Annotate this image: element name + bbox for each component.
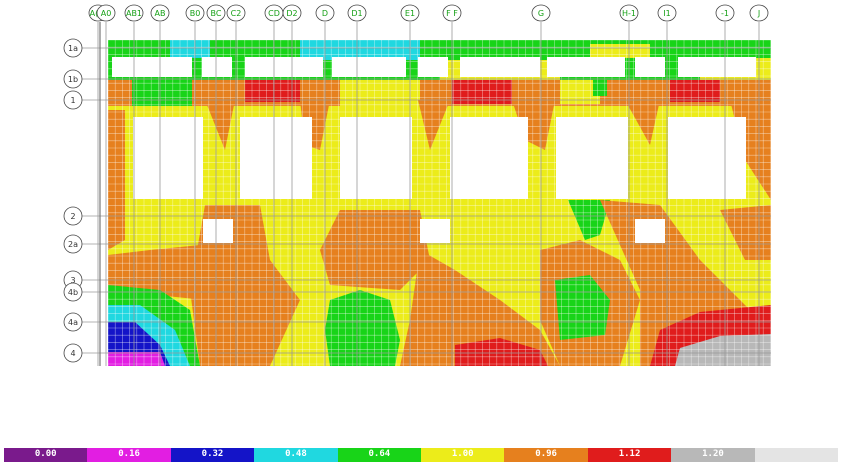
row-label-1b: 1b — [68, 75, 78, 84]
column-bubble-BC: BC — [206, 4, 226, 22]
column-bubble-D: D — [315, 4, 335, 22]
row-bubble-1: 1 — [63, 90, 83, 110]
opening-3 — [340, 117, 412, 199]
legend-value-label: 1.00 — [451, 449, 474, 459]
legend-value-label: 0.32 — [201, 449, 224, 459]
opening-5 — [556, 117, 628, 199]
column-label-C2: C2 — [231, 9, 242, 18]
column-bubble-G: G — [531, 4, 551, 22]
column-label-D1: D1 — [351, 9, 362, 18]
row-bubble-2a: 2a — [63, 234, 83, 254]
row-label-3: 3 — [70, 276, 75, 285]
legend-value-label: 0.00 — [34, 449, 57, 459]
row-label-4b: 4b — [68, 288, 78, 297]
legend-swatch: 0.16 — [87, 448, 171, 462]
legend-swatch: 0.00 — [4, 448, 88, 462]
column-bubble-E1: E1 — [400, 4, 420, 22]
legend-swatch — [754, 448, 839, 462]
legend-swatch: 0.48 — [254, 448, 338, 462]
column-bubble-B0: B0 — [185, 4, 205, 22]
contour-legend: 0.00 0.16 0.32 0.48 0.64 1.00 0.96 1.12 1.20 — [4, 448, 839, 462]
mesh-lines — [108, 40, 771, 366]
legend-value-label: 0.48 — [285, 449, 307, 459]
axis-grid — [82, 22, 771, 366]
legend-swatch: 0.64 — [337, 448, 422, 462]
legend-value-label: 0.64 — [368, 449, 391, 459]
column-label-A0: A0 — [101, 9, 112, 18]
column-label-CD: CD — [268, 9, 280, 18]
column-bubble-I1: I1 — [657, 4, 677, 22]
opening-1 — [133, 117, 203, 199]
column-label-AB1: AB1 — [126, 9, 142, 18]
column-bubble-AB: AB — [150, 4, 170, 22]
column-label-E1: E1 — [405, 9, 415, 18]
column-label-I1: I1 — [663, 9, 670, 18]
column-bubble-I3: -1 — [715, 4, 735, 22]
opening-4 — [450, 117, 528, 199]
row-bubble-1a: 1a — [63, 38, 83, 58]
legend-value-label: 0.96 — [535, 449, 557, 459]
opening-9 — [635, 219, 665, 243]
row-bubble-4a: 4a — [63, 312, 83, 332]
row-bubble-4b: 4b — [63, 282, 83, 302]
column-label-B0: B0 — [190, 9, 201, 18]
legend-value-label: 0.16 — [118, 449, 140, 459]
column-bubble-D2: D2 — [282, 4, 302, 22]
legend-swatch: 1.12 — [587, 448, 672, 462]
opening-7 — [203, 219, 233, 243]
row-label-1: 1 — [70, 96, 75, 105]
column-bubble-H1: H-1 — [619, 4, 639, 22]
column-bubble-FF: F F — [442, 4, 462, 22]
legend-swatch: 1.20 — [671, 448, 755, 462]
legend-swatch: 0.32 — [170, 448, 255, 462]
row-bubble-1b: 1b — [63, 69, 83, 89]
column-label-G: G — [538, 9, 544, 18]
column-label-J: J — [757, 9, 760, 18]
column-bubble-D1: D1 — [347, 4, 367, 22]
row-bubble-4: 4 — [63, 343, 83, 363]
column-label-D: D — [322, 9, 328, 18]
opening-2 — [240, 117, 312, 199]
row-label-4: 4 — [70, 349, 75, 358]
row-label-2: 2 — [70, 212, 75, 221]
row-label-2a: 2a — [68, 240, 78, 249]
legend-swatch: 0.96 — [504, 448, 588, 462]
column-bubble-C2: C2 — [226, 4, 246, 22]
column-label-I3: -1 — [721, 9, 729, 18]
legend-value-label: 1.20 — [702, 449, 724, 459]
column-bubble-AB1: AB1 — [124, 4, 144, 22]
contour-fill — [108, 40, 771, 366]
opening-6 — [668, 117, 746, 199]
row-label-1a: 1a — [68, 44, 78, 53]
row-bubble-2: 2 — [63, 206, 83, 226]
column-label-D2: D2 — [286, 9, 297, 18]
column-label-BC: BC — [211, 9, 222, 18]
row-label-4a: 4a — [68, 318, 78, 327]
row-grid-bubbles: 1a 1b 1 2 2a 3 4b 4a 4 — [63, 38, 83, 363]
column-label-FF: F F — [446, 9, 458, 18]
legend-swatch: 1.00 — [421, 448, 505, 462]
column-bubble-A0: A0 — [96, 4, 116, 22]
column-label-AB: AB — [155, 9, 166, 18]
legend-value-label: 1.12 — [618, 449, 641, 459]
column-label-H1: H-1 — [622, 9, 636, 18]
column-bubble-CD: CD — [264, 4, 284, 22]
column-bubble-J: J — [749, 4, 769, 22]
